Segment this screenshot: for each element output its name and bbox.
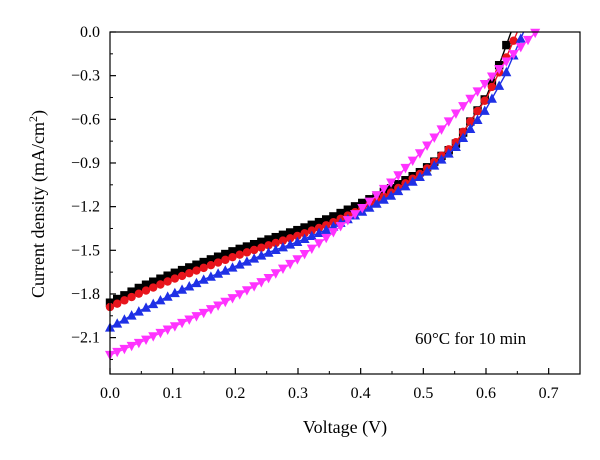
series-circle	[106, 32, 518, 311]
y-tick-label: 0.0	[80, 24, 100, 41]
series-marker	[113, 300, 121, 308]
series-line	[110, 32, 536, 355]
series-line	[110, 32, 511, 303]
series-line	[110, 32, 524, 327]
series-line	[110, 32, 517, 307]
x-tick-label: 0.0	[100, 385, 120, 402]
series-marker	[300, 250, 310, 259]
series-marker	[243, 248, 251, 256]
series-marker	[156, 280, 164, 288]
series-marker	[163, 277, 171, 285]
y-tick-label: −1.5	[71, 242, 100, 259]
x-tick-label: 0.7	[539, 385, 559, 402]
y-tick-label: −0.9	[71, 155, 100, 172]
series-triangle-down	[105, 29, 540, 361]
series-marker	[321, 234, 331, 243]
x-tick-label: 0.3	[288, 385, 308, 402]
series-group	[105, 29, 540, 361]
x-tick-label: 0.4	[351, 385, 371, 402]
series-marker	[221, 256, 229, 264]
x-axis-title: Voltage (V)	[303, 417, 387, 438]
series-marker	[228, 253, 236, 261]
series-marker	[127, 293, 135, 301]
series-marker	[502, 41, 510, 49]
series-marker	[192, 266, 200, 274]
series-marker	[214, 258, 222, 266]
x-tick-label: 0.2	[225, 385, 245, 402]
series-marker	[185, 269, 193, 277]
series-marker	[149, 283, 157, 291]
x-tick-label: 0.6	[476, 385, 496, 402]
series-marker	[236, 250, 244, 258]
series-marker	[178, 272, 186, 280]
condition-annotation: 60°C for 10 min	[415, 329, 527, 348]
series-marker	[314, 239, 324, 248]
series-marker	[199, 264, 207, 272]
y-tick-label: −2.1	[71, 330, 100, 347]
series-marker	[481, 97, 489, 105]
series-square	[106, 32, 511, 307]
y-tick-label: −1.8	[71, 286, 100, 303]
series-marker	[488, 83, 496, 91]
y-tick-label: −0.3	[71, 68, 100, 85]
y-tick-label: −0.6	[71, 111, 100, 128]
series-marker	[250, 246, 258, 254]
x-tick-label: 0.1	[163, 385, 183, 402]
jv-curve-chart: 0.0 0.1 0.2 0.3 0.4 0.5 0.6 0.7 0.0 −0.3 −0.6 −0.9 −…	[0, 0, 600, 460]
series-marker	[171, 274, 179, 282]
series-marker	[142, 286, 150, 294]
series-marker	[207, 261, 215, 269]
series-marker	[135, 289, 143, 297]
series-triangle-up	[105, 32, 526, 332]
series-marker	[307, 245, 317, 254]
series-marker	[120, 296, 128, 304]
x-tick-label: 0.5	[413, 385, 433, 402]
y-tick-label: −1.2	[71, 199, 100, 216]
y-axis-title: Current density (mA/cm2)	[26, 110, 49, 298]
